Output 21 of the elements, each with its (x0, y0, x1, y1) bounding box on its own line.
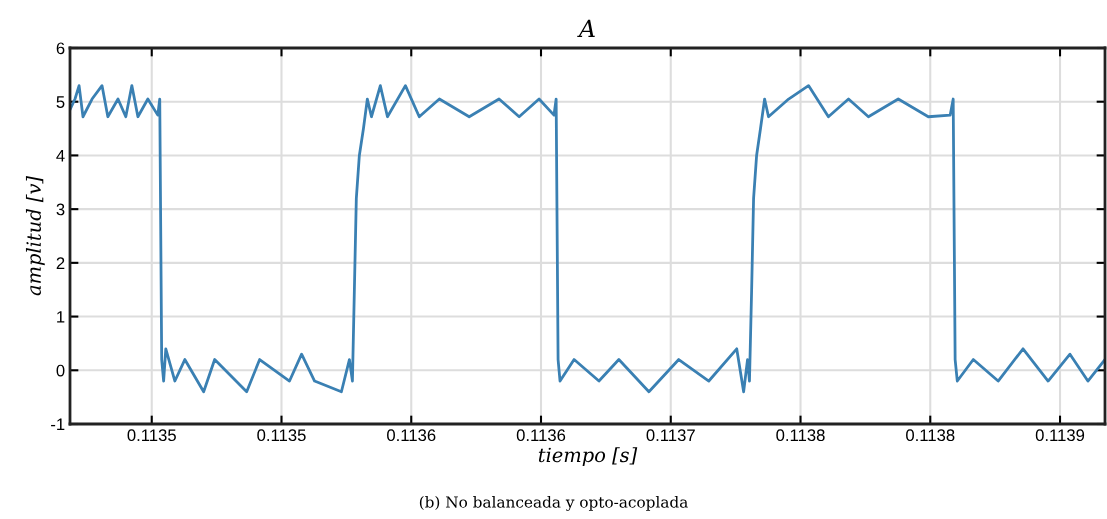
x-tick-label: 0.1138 (906, 429, 955, 442)
y-tick-label: 0 (56, 364, 65, 377)
x-tick-label: 0.1136 (387, 429, 436, 442)
x-tick-label: 0.1138 (776, 429, 825, 442)
y-tick-label: 1 (57, 311, 65, 323)
y-tick-label: 4 (56, 150, 65, 162)
x-tick-label: 0.1135 (257, 429, 306, 442)
y-tick-label: -1 (51, 418, 65, 431)
y-tick-label: 2 (56, 257, 65, 269)
x-tick-label: 0.1135 (127, 429, 176, 442)
y-tick-label: 3 (56, 203, 65, 216)
line-series (70, 84, 1105, 394)
chart-title: A (577, 19, 595, 37)
y-axis-title: amplitud [v] (25, 175, 45, 296)
y-tick-label: 5 (56, 96, 65, 108)
text: (b) No balanceada y opto-acoplada (419, 495, 688, 511)
x-tick-label: 0.1137 (646, 429, 695, 442)
x-tick-label: 0.1136 (516, 429, 566, 442)
y-tick-label: 6 (56, 42, 65, 55)
x-tick-label: 0.1139 (1035, 429, 1085, 442)
x-axis-title: tiempo [s] (538, 447, 638, 466)
